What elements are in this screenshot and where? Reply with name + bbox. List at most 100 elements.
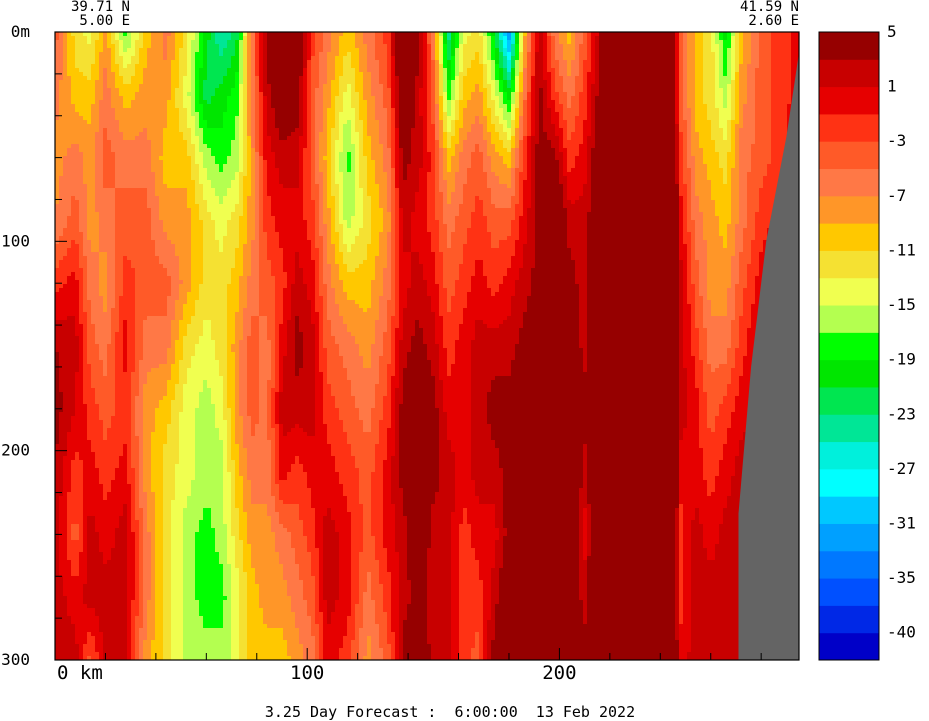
field-cell — [635, 36, 640, 41]
field-cell — [151, 120, 156, 125]
field-cell — [483, 36, 488, 41]
field-cell — [147, 76, 152, 81]
field-cell — [707, 48, 712, 53]
field-cell — [387, 36, 392, 41]
field-cell — [715, 124, 720, 129]
field-cell — [715, 32, 720, 37]
field-cell — [171, 132, 176, 137]
field-cell — [715, 108, 720, 113]
field-cell — [507, 32, 512, 37]
field-cell — [143, 80, 148, 85]
field-cell — [123, 136, 128, 141]
field-cell — [131, 36, 136, 41]
field-cell — [607, 44, 612, 49]
field-cell — [739, 116, 744, 121]
field-cell — [419, 88, 424, 93]
field-cell — [539, 76, 544, 81]
field-cell — [399, 60, 404, 65]
field-cell — [691, 108, 696, 113]
field-cell — [551, 124, 556, 129]
field-cell — [191, 76, 196, 81]
field-cell — [55, 80, 60, 85]
field-cell — [59, 120, 64, 125]
field-cell — [423, 36, 428, 41]
field-cell — [555, 60, 560, 65]
field-cell — [719, 52, 724, 57]
field-cell — [263, 52, 268, 57]
field-cell — [759, 44, 764, 49]
field-cell — [339, 52, 344, 57]
field-cell — [451, 72, 456, 77]
field-cell — [667, 112, 672, 117]
field-cell — [483, 44, 488, 49]
field-cell — [655, 56, 660, 61]
field-cell — [79, 116, 84, 121]
field-cell — [391, 136, 396, 141]
field-cell — [123, 96, 128, 101]
field-cell — [287, 96, 292, 101]
field-cell — [447, 120, 452, 125]
field-cell — [707, 100, 712, 105]
field-cell — [543, 136, 548, 141]
field-cell — [183, 48, 188, 53]
field-cell — [675, 64, 680, 69]
field-cell — [759, 80, 764, 85]
field-cell — [627, 72, 632, 77]
field-cell — [707, 56, 712, 61]
field-cell — [687, 100, 692, 105]
field-cell — [695, 60, 700, 65]
field-cell — [467, 96, 472, 101]
field-cell — [135, 104, 140, 109]
field-cell — [283, 128, 288, 133]
field-cell — [467, 128, 472, 133]
field-cell — [291, 108, 296, 113]
field-cell — [523, 52, 528, 57]
field-cell — [231, 112, 236, 117]
field-cell — [235, 92, 240, 97]
field-cell — [167, 72, 172, 77]
field-cell — [263, 64, 268, 69]
field-cell — [99, 32, 104, 37]
field-cell — [119, 84, 124, 89]
field-cell — [723, 52, 728, 57]
field-cell — [555, 100, 560, 105]
field-cell — [111, 100, 116, 105]
field-cell — [199, 120, 204, 125]
field-cell — [311, 36, 316, 41]
field-cell — [383, 116, 388, 121]
field-cell — [719, 64, 724, 69]
field-cell — [135, 136, 140, 141]
field-cell — [215, 128, 220, 133]
field-cell — [239, 68, 244, 73]
field-cell — [311, 100, 316, 105]
field-cell — [659, 36, 664, 41]
field-cell — [399, 104, 404, 109]
field-cell — [223, 84, 228, 89]
field-cell — [639, 36, 644, 41]
field-cell — [215, 72, 220, 77]
field-cell — [247, 44, 252, 49]
field-cell — [519, 52, 524, 57]
field-cell — [339, 40, 344, 45]
field-cell — [507, 120, 512, 125]
field-cell — [255, 44, 260, 49]
field-cell — [719, 116, 724, 121]
field-cell — [183, 104, 188, 109]
field-cell — [203, 124, 208, 129]
field-cell — [591, 40, 596, 45]
field-cell — [775, 108, 780, 113]
field-cell — [495, 32, 500, 37]
field-cell — [431, 132, 436, 137]
field-cell — [719, 72, 724, 77]
field-cell — [115, 72, 120, 77]
field-cell — [555, 72, 560, 77]
field-cell — [395, 136, 400, 141]
field-cell — [707, 128, 712, 133]
field-cell — [359, 116, 364, 121]
field-cell — [171, 100, 176, 105]
field-cell — [431, 100, 436, 105]
field-cell — [531, 48, 536, 53]
field-cell — [323, 40, 328, 45]
field-cell — [711, 124, 716, 129]
field-cell — [431, 52, 436, 57]
